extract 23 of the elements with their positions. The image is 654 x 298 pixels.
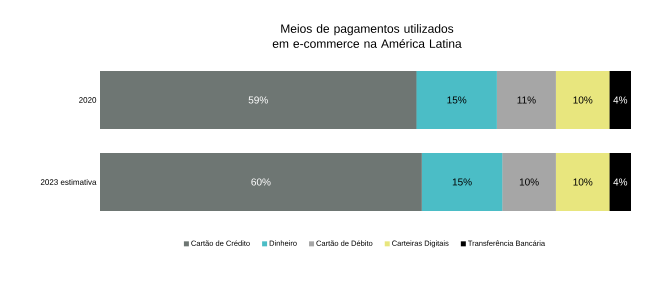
bar (556, 153, 610, 211)
data-label: 11% (518, 96, 536, 104)
data-label: 10% (520, 178, 539, 186)
data-label: 10% (573, 178, 592, 186)
bar (610, 153, 631, 211)
bar (496, 71, 556, 130)
data-label: 15% (452, 178, 472, 186)
data-label: 59% (248, 96, 268, 104)
data-label: 60% (251, 178, 271, 186)
data-label: 4% (613, 96, 628, 104)
data-label: 10% (573, 96, 592, 104)
bar (422, 153, 502, 211)
bar (100, 71, 416, 130)
y-tick-label: 2023 estimativa (40, 179, 96, 185)
y-tick-label: 2020 (79, 97, 96, 103)
data-label: 15% (447, 96, 466, 104)
bar (100, 153, 422, 211)
bar (416, 71, 497, 130)
data-label: 4% (613, 178, 628, 186)
bar (502, 153, 556, 211)
bar (610, 71, 631, 130)
chart-title: Meios de pagamentos utilizados em e-commerce na América Latina (272, 24, 462, 48)
bar (556, 71, 610, 130)
